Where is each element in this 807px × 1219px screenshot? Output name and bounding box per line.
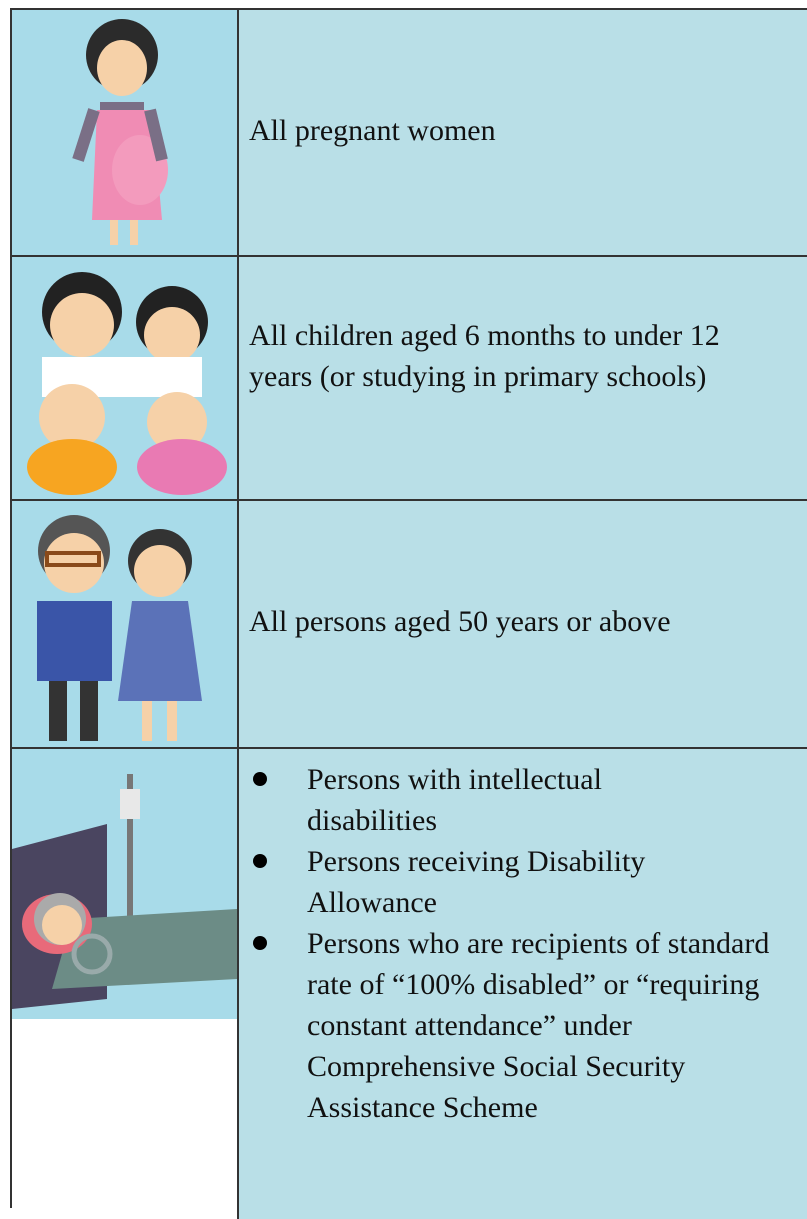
cell-text: All children aged 6 months to under 12 y…: [249, 315, 739, 397]
table-row: All pregnant women: [12, 8, 807, 257]
illustration: [12, 501, 237, 749]
table-row: All persons aged 50 years or above: [12, 499, 807, 749]
row-cell: Persons with intellectual disabilities P…: [239, 749, 807, 1219]
table-row: All children aged 6 months to under 12 y…: [12, 255, 807, 501]
illustration: [12, 10, 237, 257]
table-row: Persons with intellectual disabilities P…: [12, 747, 807, 1219]
pregnant-woman-icon: [12, 10, 239, 257]
bedridden-person-icon: [12, 749, 239, 1219]
bullet-item: Persons receiving Disability Allowance: [249, 841, 717, 923]
eligibility-table: All pregnant women All children aged 6 m…: [10, 8, 807, 1208]
children-icon: [12, 257, 239, 501]
bullet-list: Persons with intellectual disabilities P…: [249, 759, 807, 1128]
cell-text: All persons aged 50 years or above: [249, 601, 671, 642]
illustration: [12, 257, 237, 501]
page: {"table": {"rows": [ {"text": "All pregn…: [0, 0, 807, 1201]
row-cell: All pregnant women: [239, 10, 807, 257]
cell-text: All pregnant women: [249, 110, 496, 151]
row-cell: All children aged 6 months to under 12 y…: [239, 257, 807, 501]
bullet-item: Persons who are recipients of standard r…: [249, 923, 807, 1128]
illustration: [12, 749, 237, 1019]
older-couple-icon: [12, 501, 239, 749]
row-cell: All persons aged 50 years or above: [239, 501, 807, 749]
bullet-item: Persons with intellectual disabilities: [249, 759, 717, 841]
